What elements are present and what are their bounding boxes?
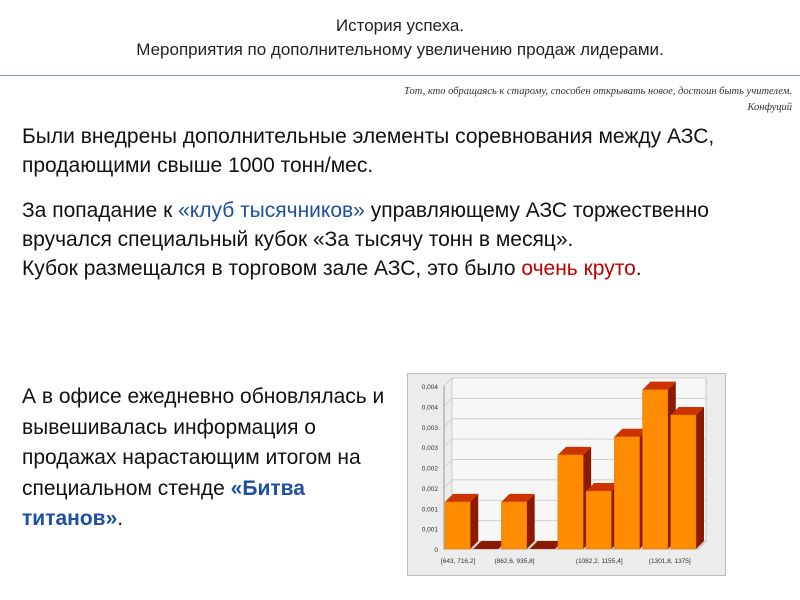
paragraph-competition: Были внедрены дополнительные элементы со…	[22, 125, 715, 177]
y-tick-label: 0,001	[422, 527, 439, 534]
grid-line-side	[443, 418, 453, 428]
bar-top	[586, 483, 620, 492]
bar-front	[642, 389, 669, 550]
y-tick-label: 0,002	[422, 466, 439, 473]
bar-top	[614, 428, 648, 437]
grid-line-side	[443, 398, 453, 407]
y-axis-ticks: 0 0,001 0,001 0,002 0,002 0,003 0,003 0,004 0,00…	[422, 384, 445, 554]
cup-text-end: .	[635, 257, 642, 280]
club-name-highlight: «клуб тысячников»	[178, 199, 365, 222]
bar-empty	[529, 541, 563, 549]
bar-front	[614, 436, 640, 550]
bar-side	[526, 493, 535, 549]
epigraph-text: Тот, кто обращаясь к старому, способен о…	[404, 86, 792, 97]
board-text-end: .	[117, 507, 124, 530]
epigraph-author: Конфуций	[747, 102, 792, 113]
grid-line-side	[443, 377, 453, 387]
bar-front	[444, 501, 471, 550]
paragraph-office-board: А в офисе ежедневно обновлялась и вывеши…	[22, 382, 397, 535]
y-tick-label: 0,004	[422, 384, 439, 391]
board-text: А в офисе ежедневно обновлялась и вывеши…	[22, 385, 385, 500]
bars	[444, 381, 704, 550]
bar-top	[642, 381, 676, 390]
y-tick-label: 0	[434, 547, 438, 554]
epigraph: Тот, кто обращаясь к старому, способен о…	[404, 84, 792, 116]
grid-line-side	[443, 459, 453, 468]
bar	[444, 493, 479, 550]
bar-side	[696, 406, 704, 549]
x-tick-label: (1082,2, 1155,4]	[576, 558, 623, 565]
title-line-1: История успеха.	[335, 16, 465, 35]
bar-top	[557, 446, 592, 455]
cup-text-start: Кубок размещался в торговом зале АЗС, эт…	[22, 257, 522, 280]
bar-front	[670, 414, 697, 550]
club-text-end: управляющему АЗС торжественно вручался с…	[22, 199, 709, 251]
paragraph-club: За попадание к «клуб тысячников» управля…	[22, 196, 792, 283]
bar	[557, 446, 592, 550]
bar-top	[670, 406, 704, 415]
y-tick-label: 0,003	[422, 425, 439, 432]
grid-line-side	[443, 479, 453, 489]
bar-front	[557, 454, 584, 550]
bar	[501, 493, 535, 550]
club-text-start: За попадание к	[22, 199, 179, 222]
y-tick-label: 0,003	[422, 445, 439, 452]
y-tick-label: 0,002	[422, 486, 439, 493]
header-divider	[0, 75, 800, 76]
x-axis-ticks: [643, 716,2] (862,6, 935,8] (1082,2, 1155,…	[441, 558, 691, 565]
y-tick-label: 0,004	[422, 404, 439, 411]
bar-top	[501, 493, 535, 502]
x-tick-label: [643, 716,2]	[441, 558, 476, 565]
bar	[670, 406, 704, 550]
x-tick-label: (1301,8, 1375]	[649, 558, 691, 565]
bar-empty	[473, 541, 507, 549]
bar-front	[501, 501, 527, 550]
bar	[529, 541, 563, 549]
bar-front	[585, 490, 612, 550]
battle-of-titans-highlight: «Битва титанов»	[22, 476, 305, 531]
bar-side	[470, 493, 479, 549]
bar	[473, 541, 507, 549]
slide-title: История успеха. Мероприятия по дополните…	[0, 14, 800, 62]
title-line-2: Мероприятия по дополнительному увеличени…	[136, 40, 664, 59]
x-tick-label: (862,6, 935,8]	[494, 558, 534, 565]
cool-highlight: очень круто	[521, 257, 636, 280]
histogram-svg: 0 0,001 0,001 0,002 0,002 0,003 0,003 0,004 0,00…	[422, 377, 708, 565]
grid-line-side	[443, 438, 453, 448]
sales-histogram: 0 0,001 0,001 0,002 0,002 0,003 0,003 0,004 0,00…	[407, 373, 726, 576]
y-tick-label: 0,001	[422, 506, 439, 513]
bar-top	[445, 493, 479, 502]
